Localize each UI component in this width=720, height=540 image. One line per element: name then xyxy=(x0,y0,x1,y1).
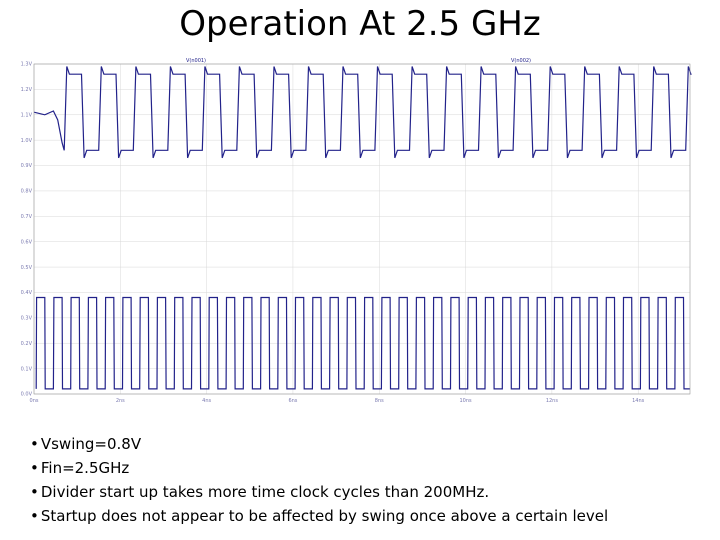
y-tick-label: 0.9V xyxy=(21,163,33,169)
y-tick-label: 0.6V xyxy=(21,239,33,245)
y-tick-label: 0.8V xyxy=(21,189,33,195)
x-tick-label: 10ns xyxy=(460,398,473,404)
y-tick-label: 0.7V xyxy=(21,214,33,220)
y-tick-labels: 0.0V 0.1V 0.2V 0.3V 0.4V 0.5V 0.6V 0.7V 0.8V 0.9V… xyxy=(21,62,33,398)
y-tick-label: 1.1V xyxy=(21,112,33,118)
y-tick-label: 0.4V xyxy=(21,290,33,296)
y-tick-label: 0.2V xyxy=(21,341,33,347)
trace-input-clock xyxy=(35,296,690,390)
plot-frame xyxy=(33,63,691,395)
bullet-item: Divider start up takes more time clock c… xyxy=(30,480,608,504)
slide-title: Operation At 2.5 GHz xyxy=(179,4,541,44)
waveform-plot-svg: 0.0V 0.1V 0.2V 0.3V 0.4V 0.5V 0.6V 0.7V 0.8V 0.9V… xyxy=(16,56,700,408)
x-tick-label: 14ns xyxy=(632,398,645,404)
trace-divided-clock xyxy=(33,66,692,159)
x-tick-label: 6ns xyxy=(288,398,297,404)
bullet-item: Vswing=0.8V xyxy=(30,432,608,456)
y-tick-label: 1.3V xyxy=(21,62,33,68)
y-tick-label: 0.5V xyxy=(21,265,33,271)
plot-traces xyxy=(33,66,692,390)
x-tick-label: 2ns xyxy=(116,398,125,404)
bullet-item: Startup does not appear to be affected b… xyxy=(30,504,608,528)
y-tick-label: 0.0V xyxy=(21,392,33,398)
y-tick-label: 0.1V xyxy=(21,366,33,372)
y-tick-label: 1.0V xyxy=(21,138,33,144)
x-tick-label: 8ns xyxy=(375,398,384,404)
bullet-list: Vswing=0.8V Fin=2.5GHz Divider start up … xyxy=(30,432,608,528)
x-tick-label: 4ns xyxy=(202,398,211,404)
y-tick-label: 0.3V xyxy=(21,316,33,322)
x-tick-label: 12ns xyxy=(546,398,559,404)
y-tick-label: 1.2V xyxy=(21,87,33,93)
waveform-plot: 0.0V 0.1V 0.2V 0.3V 0.4V 0.5V 0.6V 0.7V 0.8V 0.9V… xyxy=(16,56,700,408)
legend-label: V(n001) xyxy=(186,58,206,64)
x-tick-label: 0ns xyxy=(30,398,39,404)
x-tick-labels: 0ns 2ns 4ns 6ns 8ns 10ns 12ns 14ns xyxy=(30,398,645,404)
plot-legend: V(n001) V(n002) xyxy=(186,58,531,64)
bullet-item: Fin=2.5GHz xyxy=(30,456,608,480)
legend-label: V(n002) xyxy=(511,58,531,64)
